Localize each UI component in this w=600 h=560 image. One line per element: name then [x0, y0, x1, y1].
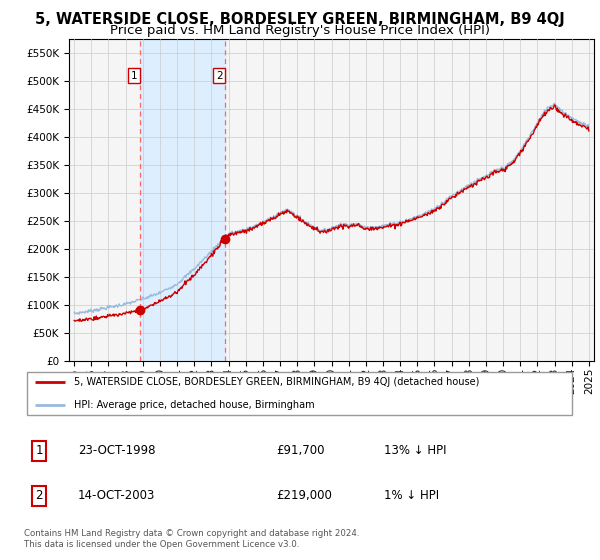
FancyBboxPatch shape — [27, 371, 572, 416]
Text: Price paid vs. HM Land Registry's House Price Index (HPI): Price paid vs. HM Land Registry's House … — [110, 24, 490, 37]
Text: 2: 2 — [216, 71, 223, 81]
Text: £91,700: £91,700 — [276, 444, 325, 458]
Text: 13% ↓ HPI: 13% ↓ HPI — [384, 444, 446, 458]
Text: Contains HM Land Registry data © Crown copyright and database right 2024.
This d: Contains HM Land Registry data © Crown c… — [24, 529, 359, 549]
Text: £219,000: £219,000 — [276, 489, 332, 502]
Bar — [140, 39, 225, 361]
Text: 23-OCT-1998: 23-OCT-1998 — [78, 444, 155, 458]
Text: 14-OCT-2003: 14-OCT-2003 — [78, 489, 155, 502]
Text: 5, WATERSIDE CLOSE, BORDESLEY GREEN, BIRMINGHAM, B9 4QJ: 5, WATERSIDE CLOSE, BORDESLEY GREEN, BIR… — [35, 12, 565, 27]
Text: HPI: Average price, detached house, Birmingham: HPI: Average price, detached house, Birm… — [74, 400, 314, 410]
Text: 5, WATERSIDE CLOSE, BORDESLEY GREEN, BIRMINGHAM, B9 4QJ (detached house): 5, WATERSIDE CLOSE, BORDESLEY GREEN, BIR… — [74, 377, 479, 388]
Text: 2: 2 — [35, 489, 43, 502]
Text: 1: 1 — [35, 444, 43, 458]
Text: 1: 1 — [130, 71, 137, 81]
Text: 1% ↓ HPI: 1% ↓ HPI — [384, 489, 439, 502]
